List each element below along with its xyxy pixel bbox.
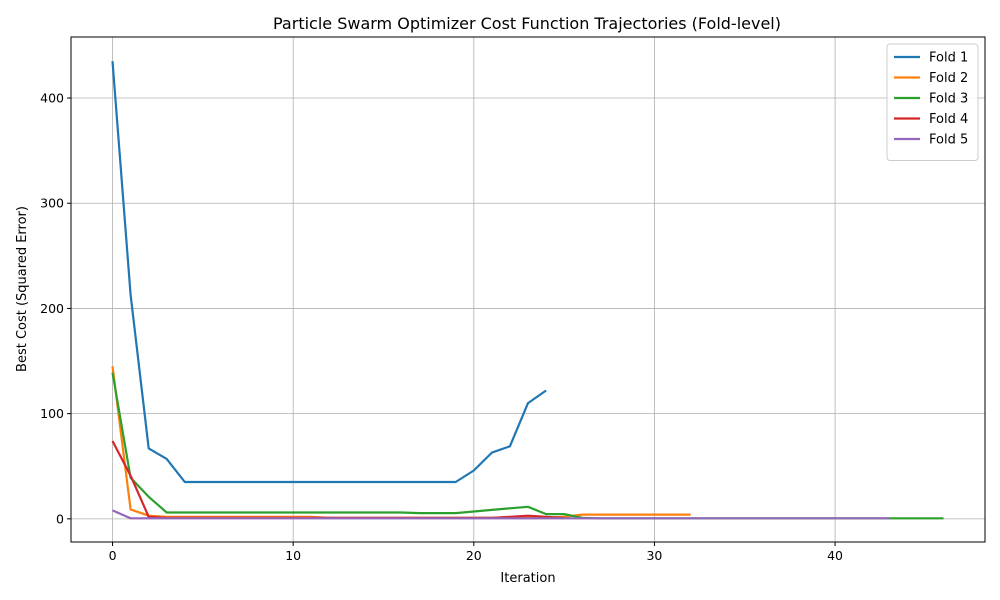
x-axis-label: Iteration [500, 571, 555, 586]
legend-entry: Fold 2 [929, 71, 968, 86]
plot-frame [70, 36, 986, 543]
series-line-fold-1 [111, 61, 547, 484]
y-tick-label: 400 [40, 91, 64, 106]
series-line-fold-5 [112, 509, 890, 520]
legend-box [886, 43, 979, 161]
x-tick-label: 20 [466, 548, 482, 563]
legend-entry: Fold 3 [929, 92, 968, 107]
legend: Fold 1 Fold 2 Fold 3 Fold 4 Fold 5 [886, 43, 979, 161]
y-tick-label: 100 [40, 406, 64, 421]
x-tick-label: 0 [109, 548, 117, 563]
grid [71, 37, 985, 542]
x-tick-label: 30 [646, 548, 662, 563]
chart-title: Particle Swarm Optimizer Cost Function T… [273, 14, 781, 33]
y-axis-label: Best Cost (Squared Error) [15, 206, 30, 372]
series-lines [111, 61, 944, 520]
x-tick-label: 10 [285, 548, 301, 563]
series-line-fold-3 [111, 372, 944, 520]
x-tick-label: 40 [827, 548, 843, 563]
y-tick-label: 0 [56, 511, 64, 526]
y-tick-label: 300 [40, 196, 64, 211]
series-line-fold-4 [111, 440, 565, 519]
legend-entry: Fold 1 [929, 51, 968, 66]
legend-entry: Fold 5 [929, 133, 968, 148]
series-line-fold-2 [111, 366, 691, 519]
y-tick-label: 200 [40, 301, 64, 316]
legend-entry: Fold 4 [929, 112, 968, 127]
